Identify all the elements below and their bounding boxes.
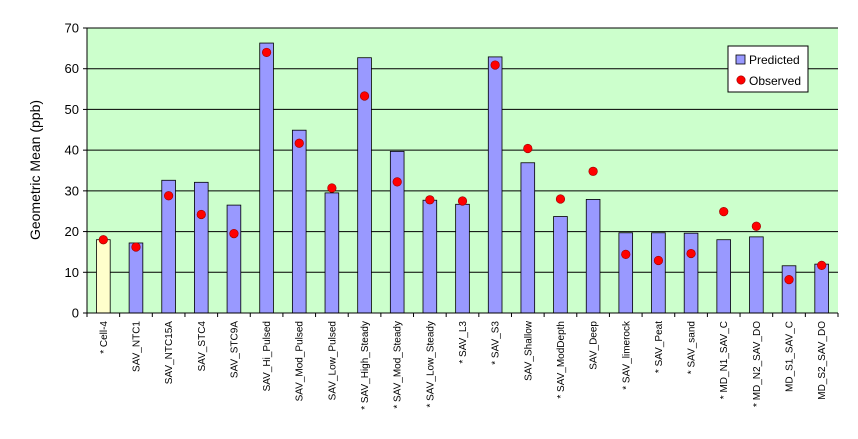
x-tick-label: * MD_N2_SAV_DO	[752, 321, 763, 407]
bar-predicted	[455, 203, 470, 314]
bar-predicted	[291, 129, 307, 314]
marker-observed	[229, 229, 239, 239]
y-tick-label: 70	[65, 21, 79, 36]
legend-marker-observed	[736, 75, 746, 85]
x-tick-label: MD_S1_SAV_C	[785, 321, 796, 392]
marker-observed	[164, 191, 174, 201]
x-tick-label: * SAV_sand	[687, 321, 698, 374]
y-tick-label: 40	[65, 143, 79, 158]
x-tick-label: SAV_Shallow	[523, 320, 534, 381]
y-tick-label: 30	[65, 183, 79, 198]
bar-predicted	[585, 199, 601, 314]
marker-observed	[359, 91, 370, 101]
bar-predicted	[781, 265, 797, 314]
x-tick-label: SAV_NTC1	[131, 321, 142, 372]
x-tick-label: SAV_NTC15A	[164, 321, 175, 385]
marker-observed	[261, 47, 272, 58]
y-tick-label: 50	[65, 102, 79, 117]
x-tick-label: * SAV_L3	[458, 321, 469, 364]
x-tick-label: SAV_STC9A	[229, 321, 240, 378]
legend-label-observed: Observed	[749, 74, 801, 88]
marker-observed	[751, 221, 761, 231]
bar-predicted	[422, 199, 438, 314]
bar-predicted	[749, 236, 764, 314]
y-tick-label: 20	[65, 224, 79, 239]
bar-predicted	[553, 216, 568, 314]
bar-predicted	[683, 232, 699, 314]
bar-predicted	[194, 181, 209, 314]
y-axis-title: Geometric Mean (ppb)	[27, 100, 43, 240]
marker-observed	[686, 248, 696, 259]
x-tick-label: * SAV_Peat	[654, 321, 665, 373]
x-tick-label: SAV_STC4	[197, 321, 208, 372]
marker-observed	[425, 195, 435, 205]
x-tick-label: * SAV_High_Steady	[360, 321, 371, 410]
marker-observed	[621, 249, 631, 259]
y-tick-labels: 0 10 20 30 40 50 60 70	[65, 21, 87, 321]
marker-observed	[457, 196, 468, 206]
x-tick-label: * SAV_S3	[491, 321, 502, 365]
bar-predicted	[716, 239, 731, 314]
marker-observed	[555, 194, 566, 204]
x-tick-labels: * Cell-4 SAV_NTC1 SAV_NTC15A SAV_STC4 SAV_ST…	[86, 313, 839, 410]
bar-predicted	[618, 232, 634, 314]
x-tick-label: * SAV_Mod_Steady	[393, 321, 404, 409]
marker-observed	[98, 235, 108, 245]
x-tick-label: SAV_Hi_Pulsed	[262, 321, 273, 391]
bar-predicted	[487, 56, 503, 314]
x-tick-label: SAV_Mod_Pulsed	[295, 321, 306, 401]
marker-observed	[588, 166, 598, 176]
x-tick-label: MD_S2_SAV_DO	[817, 321, 828, 400]
bar-predicted	[226, 204, 242, 314]
marker-observed	[719, 207, 729, 217]
x-tick-label: SAV_Deep	[589, 321, 600, 370]
x-tick-label: * MD_N1_SAV_C	[719, 321, 730, 399]
bar-predicted	[389, 150, 405, 314]
marker-observed	[490, 60, 500, 70]
axes	[86, 28, 838, 314]
marker-observed	[817, 260, 827, 270]
x-tick-label: * SAV_limerock	[621, 320, 632, 390]
legend-swatch-predicted	[735, 54, 746, 65]
bar-predicted	[651, 232, 666, 314]
marker-observed	[392, 177, 402, 187]
bar-predicted	[520, 162, 536, 314]
gridlines	[87, 27, 838, 273]
bar-predicted	[814, 263, 829, 314]
marker-observed	[327, 183, 337, 193]
x-tick-label: * SAV_Low_Steady	[425, 321, 436, 408]
marker-observed	[131, 242, 141, 252]
marker-observed	[196, 209, 206, 220]
x-tick-label: SAV_Low_Pulsed	[327, 321, 338, 400]
x-tick-label: * Cell-4	[99, 321, 110, 354]
y-tick-label: 0	[72, 306, 79, 321]
bar-predicted	[128, 242, 144, 314]
y-tick-label: 10	[65, 265, 79, 280]
x-tick-label: * SAV_ModDepth	[556, 321, 567, 399]
bar-predicted	[259, 42, 274, 314]
y-tick-label: 60	[65, 61, 79, 76]
marker-series-observed	[98, 47, 827, 285]
marker-observed	[784, 275, 794, 285]
marker-observed	[523, 143, 533, 154]
bar-predicted	[96, 239, 111, 314]
bar-predicted	[324, 192, 340, 314]
legend-label-predicted: Predicted	[749, 53, 800, 67]
legend: Predicted Observed	[727, 45, 809, 93]
marker-observed	[653, 255, 664, 266]
marker-observed	[294, 138, 304, 148]
